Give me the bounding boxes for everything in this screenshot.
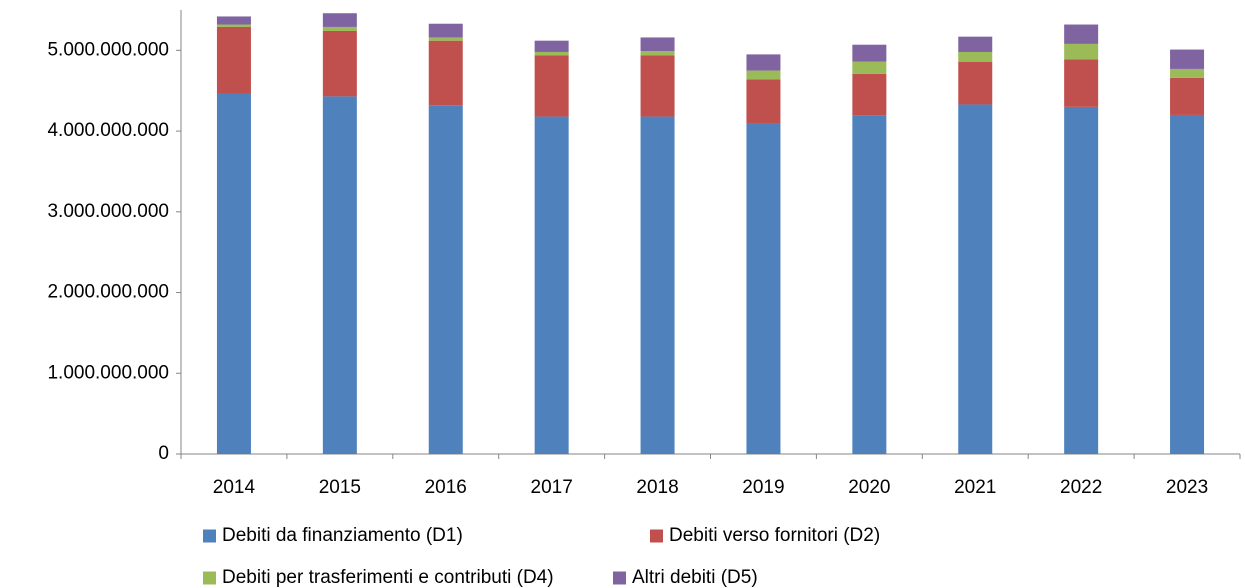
- bar-segment: [534, 51, 569, 56]
- bar-segment: [216, 24, 251, 27]
- x-tick-label: 2022: [1060, 477, 1102, 498]
- legend-label: Debiti per trasferimenti e contributi (D…: [222, 567, 554, 588]
- y-tick-label: 3.000.000.000: [47, 201, 169, 222]
- bar-segment: [640, 116, 675, 454]
- bar-segment: [852, 61, 887, 74]
- bar-segment: [322, 96, 357, 455]
- bar-segment: [428, 40, 463, 106]
- bar-segment: [534, 116, 569, 454]
- bar-segment: [958, 61, 993, 105]
- x-tick-label: 2015: [319, 477, 361, 498]
- bar-segment: [1170, 49, 1205, 69]
- bar-segment: [216, 93, 251, 454]
- bar-segment: [852, 73, 887, 116]
- legend-swatch: [203, 529, 216, 543]
- y-tick-label: 0: [158, 443, 169, 464]
- x-tick-label: 2019: [742, 477, 784, 498]
- bar-segment: [746, 79, 781, 124]
- x-tick-label: 2020: [848, 477, 890, 498]
- x-tick-label: 2016: [425, 477, 467, 498]
- bar-segment: [534, 40, 569, 52]
- bar-segment: [428, 105, 463, 454]
- bar-segment: [640, 37, 675, 52]
- y-tick-label: 4.000.000.000: [47, 120, 169, 141]
- x-tick-label: 2018: [636, 477, 678, 498]
- bar-segment: [428, 37, 463, 41]
- bar-segment: [216, 16, 251, 25]
- bar-segment: [746, 70, 781, 80]
- bar-segment: [640, 55, 675, 117]
- y-tick-label: 1.000.000.000: [47, 362, 169, 383]
- legend-label: Debiti verso fornitori (D2): [669, 525, 880, 546]
- y-tick-label: 5.000.000.000: [47, 39, 169, 60]
- x-tick-label: 2021: [954, 477, 996, 498]
- bar-segment: [958, 104, 993, 454]
- bar-segment: [1170, 68, 1205, 78]
- legend-swatch: [203, 571, 216, 585]
- y-tick-label: 2.000.000.000: [47, 282, 169, 303]
- bar-segment: [1064, 24, 1099, 44]
- bar-segment: [1170, 77, 1205, 115]
- legend-label: Debiti da finanziamento (D1): [222, 525, 463, 546]
- bar-segment: [852, 115, 887, 455]
- bar-segment: [640, 51, 675, 56]
- bar-segment: [1064, 59, 1099, 107]
- x-tick-label: 2017: [531, 477, 573, 498]
- bar-segment: [428, 23, 463, 38]
- legend-swatch: [650, 529, 663, 543]
- bar-segment: [322, 26, 357, 31]
- legend-label: Altri debiti (D5): [632, 567, 758, 588]
- bar-segment: [852, 44, 887, 62]
- bar-segment: [746, 123, 781, 454]
- bar-segment: [1170, 114, 1205, 454]
- bar-segment: [746, 54, 781, 71]
- legend-swatch: [613, 571, 626, 585]
- bar-segment: [216, 26, 251, 94]
- x-tick-label: 2023: [1166, 477, 1208, 498]
- x-tick-label: 2014: [213, 477, 256, 498]
- bar-segment: [1064, 106, 1099, 454]
- bar-segment: [534, 55, 569, 117]
- bar-segment: [958, 51, 993, 62]
- bar-segment: [322, 30, 357, 97]
- bar-segment: [958, 36, 993, 52]
- bar-segment: [1064, 43, 1099, 60]
- bar-segment: [322, 13, 357, 27]
